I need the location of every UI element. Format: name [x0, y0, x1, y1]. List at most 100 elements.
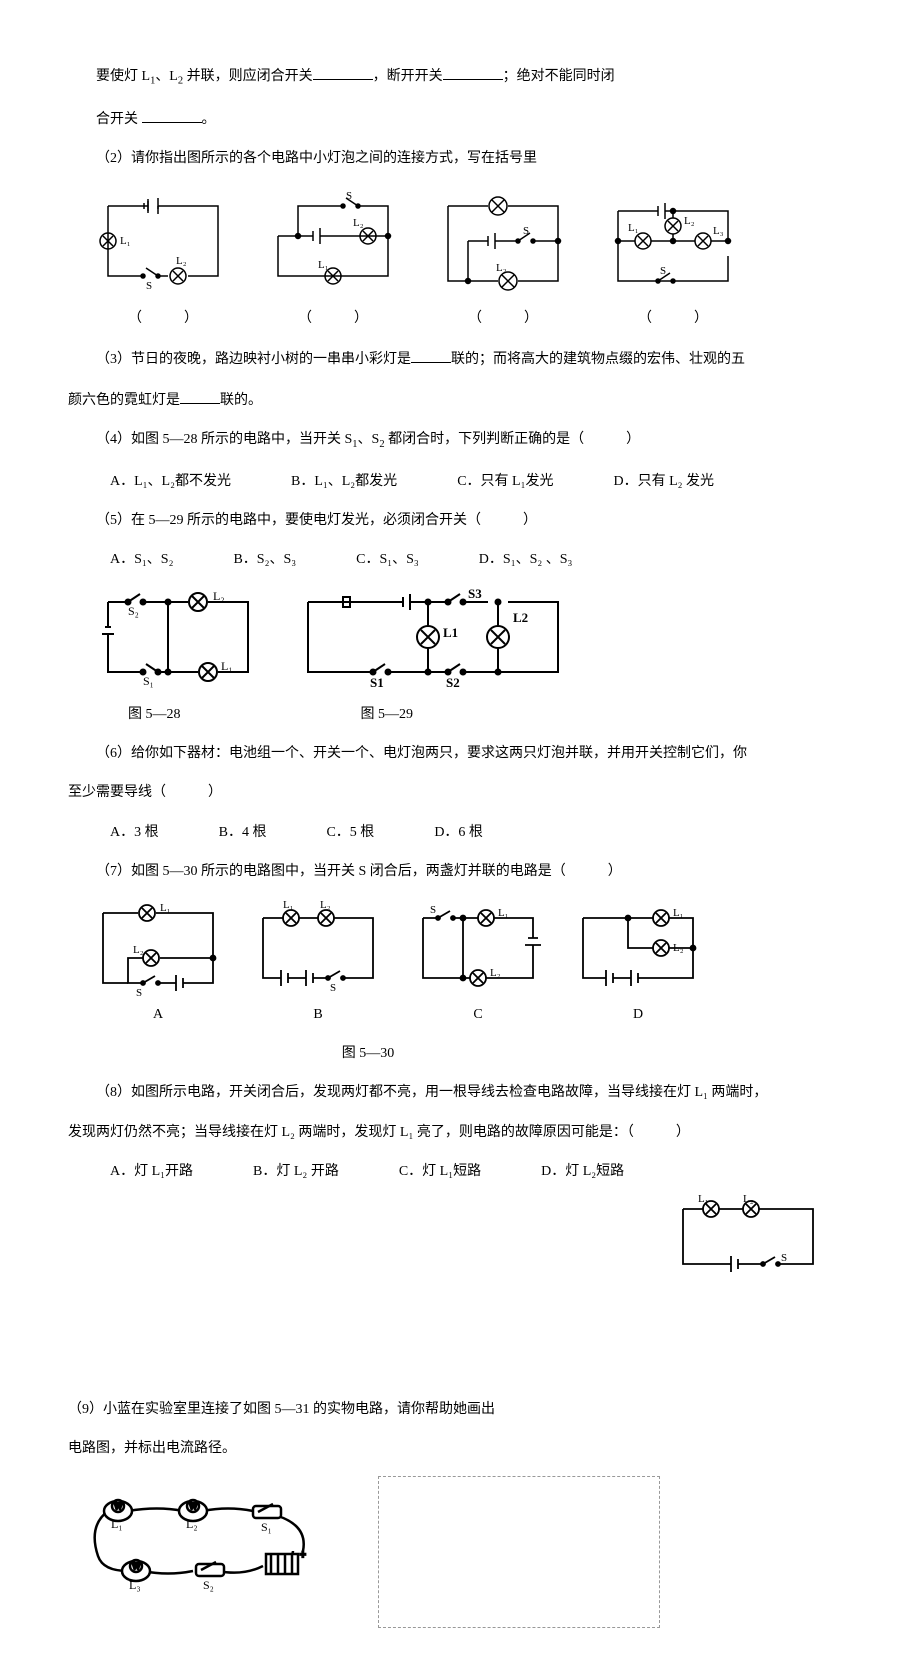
label-S2: S₂ — [128, 604, 139, 618]
q2-circuit-4: L₁ L₂ L₃ S — [598, 186, 748, 296]
question-8-line1: （8）如图所示电路，开关闭合后，发现两灯都不亮，用一根导线去检查电路故障，当导线… — [68, 1080, 868, 1105]
question-6-line2: 至少需要导线（ ） — [68, 780, 868, 805]
text: （4）如图 5—28 所示的电路中，当开关 S — [96, 432, 352, 447]
label-L2: L₂ — [673, 942, 684, 954]
q4-options: A．L₁、L₂都不发光 B．L₁、L₂都发光 C．只有 L₁发光 D．只有 L₂… — [68, 469, 868, 494]
question-6-line1: （6）给你如下器材：电池组一个、开关一个、电灯泡两只，要求这两只灯泡并联，并用开… — [68, 741, 868, 766]
label-L1: L₁ — [111, 1517, 123, 1531]
label-L1: L₁ — [698, 1194, 709, 1205]
label-L2: L₂ — [496, 262, 507, 274]
fig-529: L1 L2 S3 S1 S2 — [288, 582, 578, 692]
q2-circuit-2: L₂ L₁ S — [258, 186, 408, 296]
text: ；绝对不能同时闭 — [503, 69, 615, 84]
label-L2: L₂ — [186, 1517, 198, 1531]
label-L1: L₁ — [498, 907, 509, 919]
q2-circuit-3: S L₂ — [428, 186, 578, 296]
caption-530: 图 5—30 — [0, 1041, 868, 1066]
caption-528: 图 5—28 — [128, 702, 181, 727]
label-S: S — [146, 280, 152, 292]
question-2-text: （2）请你指出图所示的各个电路中小灯泡之间的连接方式，写在括号里 — [68, 146, 868, 171]
label-L2: L₂ — [213, 589, 225, 603]
option-b: B．L₁、L₂都发光 — [291, 469, 397, 494]
option-b: B．4 根 — [219, 820, 267, 845]
text: 合开关 — [96, 112, 138, 127]
q7-circuit-a: L₁ L₂ S A — [88, 898, 228, 1027]
label-L1: L₁ — [318, 259, 329, 271]
label-S: S — [781, 1252, 787, 1264]
label-c: C — [408, 1002, 548, 1027]
label-L3: L₃ — [713, 225, 724, 237]
label-L1: L₁ — [628, 222, 639, 234]
paren-4: （ ） — [598, 306, 748, 331]
text: 、L — [155, 69, 178, 84]
label-b: B — [248, 1002, 388, 1027]
label-S: S — [330, 982, 336, 994]
text: 联的。 — [220, 393, 262, 408]
option-a: A．S₁、S₂ — [110, 547, 173, 572]
label-L1: L₁ — [160, 902, 171, 914]
label-S2: S2 — [446, 675, 460, 690]
text: 都闭合时，下列判断正确的是（ ） — [385, 432, 641, 447]
circuit-d-icon: L₁ L₂ — [568, 898, 708, 998]
option-b: B．S₂、S₃ — [233, 547, 296, 572]
question-9-line1: （9）小蓝在实验室里连接了如图 5—31 的实物电路，请你帮助她画出 — [68, 1397, 868, 1422]
text: 并联，则应闭合开关 — [183, 69, 313, 84]
svg-text:W: W — [114, 1501, 123, 1511]
q5-options: A．S₁、S₂ B．S₂、S₃ C．S₁、S₃ D．S₁、S₂ 、S₃ — [68, 547, 868, 572]
label-S: S — [660, 265, 666, 277]
circuit-diagram-icon: L₁ L₂ S — [88, 186, 238, 296]
label-S: S — [523, 225, 529, 237]
circuit-b-icon: L₁ L₂ S — [248, 898, 388, 998]
label-d: D — [568, 1002, 708, 1027]
text: （3）节日的夜晚，路边映衬小树的一串串小彩灯是 — [96, 352, 411, 367]
text: 颜六色的霓虹灯是 — [68, 393, 180, 408]
label-L1: L₁ — [673, 907, 684, 919]
option-c: C．5 根 — [326, 820, 374, 845]
question-3: （3）节日的夜晚，路边映衬小树的一串串小彩灯是 联的；而将高大的建筑物点缀的宏伟、… — [68, 345, 868, 372]
circuit-diagram-icon: L₁ L₂ L₃ S — [598, 186, 748, 296]
blank — [411, 345, 451, 363]
label-L2: L₂ — [490, 967, 501, 979]
svg-text:W: W — [132, 1561, 141, 1571]
question-8-line2: 发现两灯仍然不亮；当导线接在灯 L₂ 两端时，发现灯 L₁ 亮了，则电路的故障原… — [68, 1120, 868, 1145]
q1-line1: 要使灯 L1、L2 并联，则应闭合开关，断开开关；绝对不能同时闭 — [68, 62, 868, 91]
circuit-c-icon: S L₁ L₂ — [408, 898, 548, 998]
circuit-q8-icon: L₁ L₂ S — [668, 1194, 828, 1284]
option-d: D．S₁、S₂ 、S₃ — [479, 547, 573, 572]
circuit-528-icon: S₂ L₂ S₁ L₁ — [88, 582, 268, 692]
label-S3: S3 — [468, 586, 482, 601]
label-S: S — [136, 987, 142, 998]
q7-circuit-c: S L₁ L₂ C — [408, 898, 548, 1027]
question-3-line2: 颜六色的霓虹灯是 联的。 — [68, 386, 868, 413]
label-L2: L₂ — [133, 944, 144, 956]
label-L2: L₂ — [320, 899, 331, 911]
label-L2: L₂ — [684, 215, 695, 227]
fig-528: S₂ L₂ S₁ L₁ — [88, 582, 268, 692]
svg-text:W: W — [189, 1501, 198, 1511]
circuit-diagram-icon: L₂ L₁ S — [258, 186, 408, 296]
label-S1: S₁ — [143, 674, 154, 688]
option-a: A．L₁、L₂都不发光 — [110, 469, 231, 494]
paren-1: （ ） — [88, 306, 238, 331]
text: 联的；而将高大的建筑物点缀的宏伟、壮观的五 — [451, 352, 745, 367]
q2-circuits-row: L₁ L₂ S L₂ L₁ S — [68, 186, 868, 296]
q7-circuit-d: L₁ L₂ D — [568, 898, 708, 1027]
q8-circuit: L₁ L₂ S — [668, 1194, 828, 1293]
label-S: S — [346, 190, 352, 202]
label-L2: L₂ — [353, 217, 364, 229]
option-d: D．只有 L₂ 发光 — [613, 469, 714, 494]
circuit-a-icon: L₁ L₂ S — [88, 898, 228, 998]
q1-line2: 合开关 。 — [68, 105, 868, 132]
option-c: C．S₁、S₃ — [356, 547, 419, 572]
q2-circuit-1: L₁ L₂ S — [88, 186, 238, 296]
option-c: C．只有 L₁发光 — [457, 469, 553, 494]
option-a: A．灯 L₁开路 — [110, 1159, 193, 1184]
label-L1: L1 — [443, 625, 458, 640]
label-L3: L₃ — [129, 1578, 141, 1592]
q7-circuit-b: L₁ L₂ S B — [248, 898, 388, 1027]
circuit-529-icon: L1 L2 S3 S1 S2 — [288, 582, 578, 692]
q8-options: A．灯 L₁开路 B．灯 L₂ 开路 C．灯 L₁短路 D．灯 L₂短路 — [68, 1159, 868, 1184]
fig-528-529-captions: 图 5—28 图 5—29 — [68, 702, 868, 727]
label-L1: L₁ — [221, 659, 233, 673]
label-S1: S1 — [370, 675, 384, 690]
